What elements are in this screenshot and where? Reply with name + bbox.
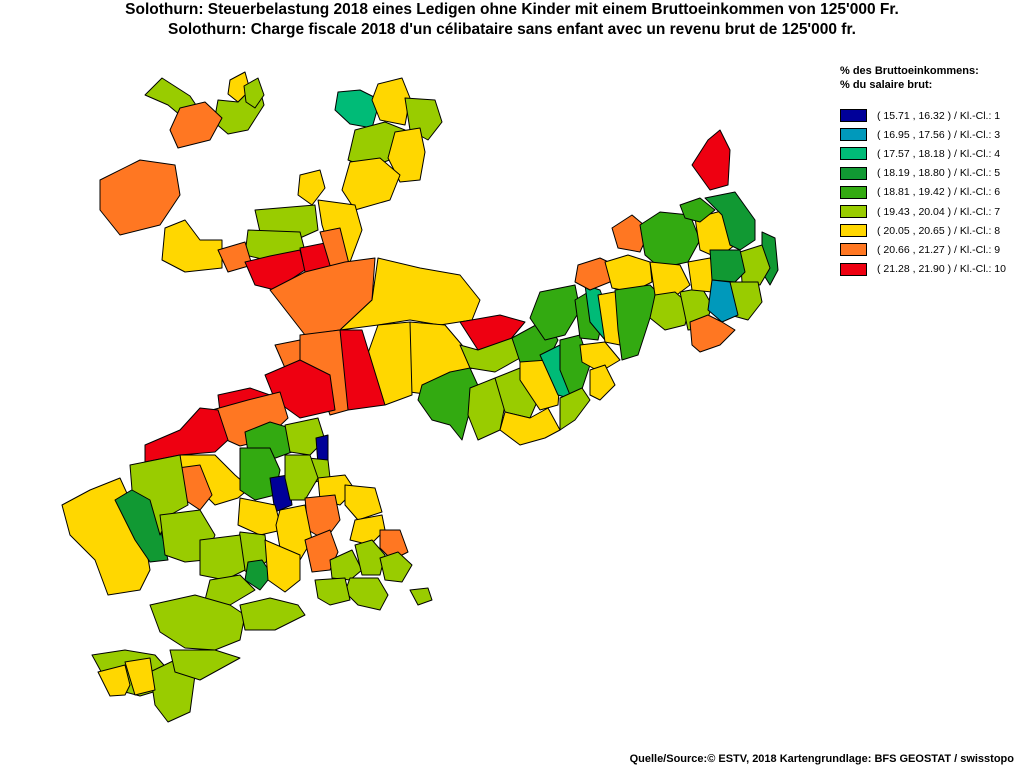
municipality <box>371 77 411 126</box>
municipality <box>559 387 591 431</box>
municipality <box>169 649 241 681</box>
municipality <box>499 407 561 446</box>
municipality <box>344 484 383 521</box>
legend-heading-german: % des Bruttoeinkommens: <box>840 65 979 77</box>
legend-swatch <box>840 243 867 257</box>
map-title-german: Solothurn: Steuerbelastung 2018 eines Le… <box>125 1 899 18</box>
municipality <box>341 157 401 211</box>
municipality <box>243 77 265 109</box>
municipality <box>161 219 223 273</box>
municipality <box>199 534 246 581</box>
municipality <box>144 407 229 463</box>
municipality <box>387 127 426 183</box>
legend-swatch <box>840 185 867 199</box>
legend-label: ( 17.57 , 18.18 ) / Kl.-Cl.: 4 <box>877 147 1001 160</box>
legend-swatch <box>840 109 867 123</box>
municipality <box>691 129 731 191</box>
municipality <box>169 101 223 149</box>
legend-item: ( 16.95 , 17.56 ) / Kl.-Cl.: 3 <box>840 125 1006 144</box>
municipality <box>227 71 251 103</box>
legend-label: ( 20.66 , 21.27 ) / Kl.-Cl.: 9 <box>877 243 1001 256</box>
legend-item: ( 18.19 , 18.80 ) / Kl.-Cl.: 5 <box>840 164 1006 183</box>
legend-item: ( 17.57 , 18.18 ) / Kl.-Cl.: 4 <box>840 144 1006 163</box>
map-title-french: Solothurn: Charge fiscale 2018 d'un céli… <box>168 21 856 38</box>
legend-label: ( 15.71 , 16.32 ) / Kl.-Cl.: 1 <box>877 109 1001 122</box>
municipality <box>344 577 389 611</box>
municipality <box>349 514 386 546</box>
legend-label: ( 21.28 , 21.90 ) / Kl.-Cl.: 10 <box>877 263 1006 276</box>
municipality <box>689 314 736 353</box>
source-attribution: Quelle/Source:© ESTV, 2018 Kartengrundla… <box>629 753 1014 765</box>
municipality <box>97 664 131 697</box>
municipality <box>149 594 246 651</box>
legend-swatch <box>840 262 867 276</box>
municipality <box>339 257 481 331</box>
municipality <box>329 549 363 581</box>
legend-item: ( 21.28 , 21.90 ) / Kl.-Cl.: 10 <box>840 260 1006 279</box>
municipality <box>529 284 581 341</box>
municipality <box>649 291 691 331</box>
legend-swatch <box>840 205 867 219</box>
legend-items: ( 15.71 , 16.32 ) / Kl.-Cl.: 1 ( 16.95 ,… <box>840 106 1006 279</box>
legend-label: ( 18.81 , 19.42 ) / Kl.-Cl.: 6 <box>877 186 1001 199</box>
municipality <box>239 597 306 631</box>
map-region-northwest <box>99 71 731 336</box>
municipality <box>704 191 756 251</box>
municipality <box>297 169 326 206</box>
legend-label: ( 20.05 , 20.65 ) / Kl.-Cl.: 8 <box>877 224 1001 237</box>
municipality <box>614 284 666 361</box>
municipality <box>604 254 653 293</box>
municipality <box>254 204 319 239</box>
municipality <box>409 587 433 606</box>
municipality <box>739 244 771 286</box>
municipality <box>99 159 181 236</box>
municipality <box>707 279 739 323</box>
map-region-central <box>144 257 526 463</box>
municipality <box>709 249 746 283</box>
municipality <box>204 574 256 606</box>
municipality <box>244 559 273 591</box>
municipality <box>124 657 156 696</box>
legend-swatch <box>840 147 867 161</box>
municipality <box>579 341 621 373</box>
municipality <box>639 211 701 269</box>
municipality <box>679 197 716 223</box>
legend-heading-french: % du salaire brut: <box>840 79 933 91</box>
map-legend: % des Bruttoeinkommens: % du salaire bru… <box>840 64 1006 279</box>
legend-swatch <box>840 224 867 238</box>
municipality <box>589 364 616 401</box>
legend-label: ( 19.43 , 20.04 ) / Kl.-Cl.: 7 <box>877 205 1001 218</box>
legend-label: ( 16.95 , 17.56 ) / Kl.-Cl.: 3 <box>877 128 1001 141</box>
legend-item: ( 15.71 , 16.32 ) / Kl.-Cl.: 1 <box>840 106 1006 125</box>
legend-label: ( 18.19 , 18.80 ) / Kl.-Cl.: 5 <box>877 167 1001 180</box>
municipality <box>264 539 301 593</box>
map-region-east <box>417 191 779 446</box>
map-region-southwest <box>61 417 433 723</box>
legend-item: ( 20.05 , 20.65 ) / Kl.-Cl.: 8 <box>840 221 1006 240</box>
municipality <box>459 314 526 351</box>
legend-item: ( 18.81 , 19.42 ) / Kl.-Cl.: 6 <box>840 183 1006 202</box>
legend-swatch <box>840 128 867 142</box>
municipality <box>379 551 413 583</box>
legend-swatch <box>840 166 867 180</box>
legend-item: ( 20.66 , 21.27 ) / Kl.-Cl.: 9 <box>840 240 1006 259</box>
municipality <box>417 367 481 441</box>
municipality <box>237 497 283 536</box>
municipality <box>314 577 351 606</box>
legend-item: ( 19.43 , 20.04 ) / Kl.-Cl.: 7 <box>840 202 1006 221</box>
